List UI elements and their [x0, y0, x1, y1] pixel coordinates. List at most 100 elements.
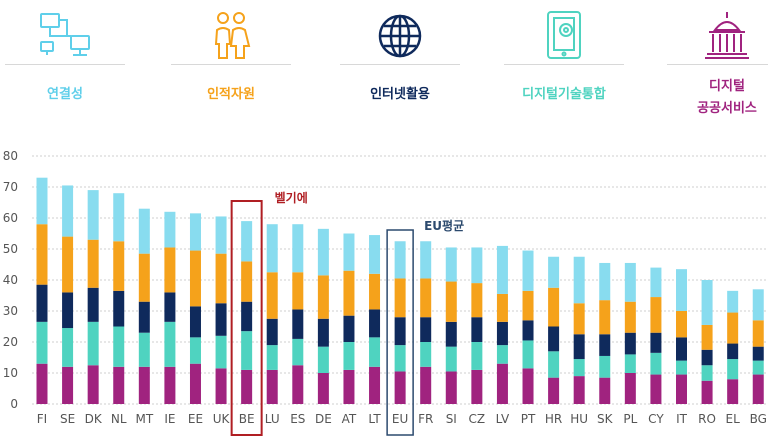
bar-segment: [420, 241, 432, 279]
bar-segment: [599, 355, 611, 378]
bar-segment: [624, 373, 636, 404]
bar-segment: [650, 267, 662, 298]
x-tick-label: NL: [111, 412, 127, 426]
bar-segment: [343, 233, 355, 271]
bar-segment: [496, 345, 508, 364]
people-icon: [214, 12, 251, 59]
bar-segment: [650, 332, 662, 353]
bar-segment: [624, 354, 636, 373]
bar-segment: [36, 177, 48, 225]
bar-segment: [394, 317, 406, 346]
bar-segment: [164, 321, 176, 367]
bar-segment: [394, 345, 406, 372]
bar-segment: [522, 290, 534, 321]
bar-segment: [727, 290, 739, 313]
bar-segment: [727, 312, 739, 344]
globe-icon: [378, 14, 422, 58]
bar-segment: [752, 320, 764, 347]
bar-segment: [599, 377, 611, 404]
bar-segment: [266, 224, 278, 273]
eu-average-highlight-box: [386, 229, 414, 436]
bar-segment: [394, 278, 406, 318]
bar-segment: [471, 342, 483, 370]
bar-segment: [445, 346, 457, 372]
x-tick-label: AT: [342, 412, 357, 426]
bar-segment: [215, 335, 227, 369]
bars: [36, 177, 764, 404]
bar-segment: [317, 318, 329, 347]
bar-segment: [292, 272, 304, 310]
bar-segment: [752, 289, 764, 321]
bar-segment: [369, 309, 381, 338]
bar-segment: [676, 337, 687, 361]
y-tick-label: 0: [10, 397, 18, 411]
x-tick-label: IE: [164, 412, 175, 426]
bar-segment: [87, 190, 99, 240]
legend-label-connectivity: 연결성: [47, 87, 83, 102]
bar-segment: [727, 379, 739, 404]
bar-segment: [369, 273, 381, 310]
bar-segment: [548, 326, 560, 352]
legend-divider: [340, 64, 460, 65]
bar-segment: [317, 373, 329, 404]
legend-label-human-capital: 인적자원: [207, 87, 255, 102]
bar-segment: [189, 363, 201, 404]
x-tick-label: IT: [676, 412, 688, 426]
bar-segment: [471, 369, 483, 404]
y-tick-label: 40: [3, 273, 18, 287]
bar-segment: [522, 368, 534, 404]
y-tick-label: 30: [3, 304, 18, 318]
bar-segment: [87, 239, 99, 288]
bar-segment: [445, 371, 457, 404]
bar-segment: [573, 359, 585, 377]
bar-segment: [369, 337, 381, 367]
bar-segment: [62, 292, 74, 329]
bar-segment: [292, 309, 304, 339]
bar-segment: [317, 346, 329, 373]
bar-segment: [522, 340, 534, 369]
legend-divider: [667, 64, 768, 65]
bar-segment: [369, 235, 381, 274]
bar-segment: [164, 247, 176, 293]
x-tick-label: LT: [368, 412, 381, 426]
bar-segment: [624, 262, 636, 302]
bar-segment: [292, 338, 304, 366]
bar-segment: [113, 366, 125, 404]
bar-segment: [548, 287, 560, 327]
x-tick-label: LV: [496, 412, 510, 426]
bar-segment: [292, 224, 304, 273]
x-tick-label: SI: [446, 412, 457, 426]
bar-segment: [62, 328, 74, 367]
x-tick-label: DK: [85, 412, 103, 426]
y-tick-label: 50: [3, 242, 18, 256]
bar-segment: [189, 306, 201, 338]
y-tick-label: 60: [3, 211, 18, 225]
bar-segment: [496, 321, 508, 346]
tablet-gear-icon: [547, 11, 581, 59]
bar-segment: [215, 303, 227, 336]
government-building-icon: [705, 12, 749, 59]
x-tick-label: UK: [213, 412, 231, 426]
legend-item-digital-public-services: 디지털 공공서비스: [657, 0, 768, 130]
bar-segment: [701, 365, 713, 381]
bar-segment: [241, 221, 253, 262]
legend-item-human-capital: 인적자원: [161, 0, 301, 130]
legend-item-digital-integration: 디지털기술통합: [494, 0, 634, 130]
bar-segment: [701, 324, 713, 350]
x-tick-label: DE: [315, 412, 332, 426]
bar-segment: [548, 256, 560, 288]
bar-segment: [727, 359, 739, 380]
y-tick-label: 80: [3, 149, 18, 163]
x-tick-label: CY: [648, 412, 664, 426]
y-axis-tick-labels: 0 10 20 30 40 50 60 70 80: [3, 149, 18, 411]
belgium-highlight-box: [230, 200, 263, 436]
bar-segment: [87, 365, 99, 404]
x-tick-label: HR: [545, 412, 562, 426]
bar-segment: [241, 261, 253, 302]
bar-segment: [317, 275, 329, 319]
bar-segment: [676, 360, 687, 375]
bar-segment: [471, 317, 483, 342]
bar-segment: [701, 280, 713, 325]
bar-segment: [624, 332, 636, 355]
bar-segment: [292, 365, 304, 404]
